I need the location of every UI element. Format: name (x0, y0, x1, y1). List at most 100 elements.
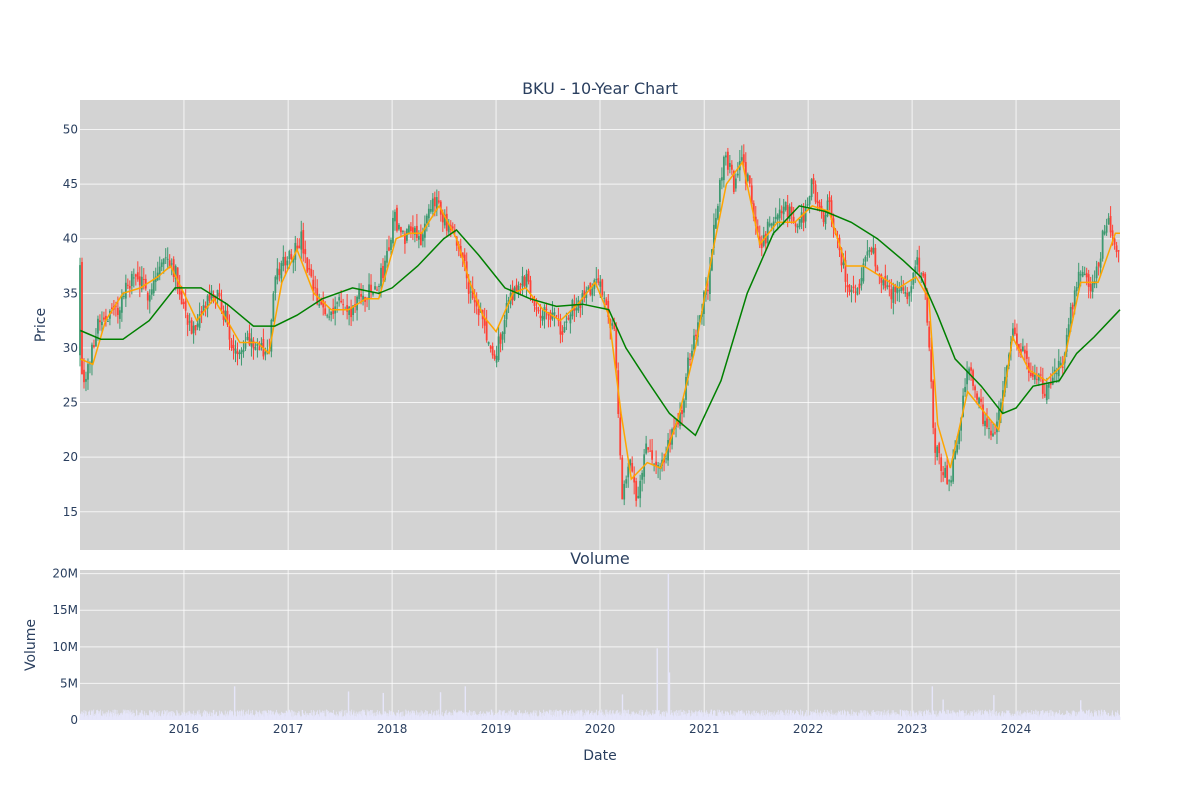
volume-bar (890, 712, 892, 720)
volume-bar (397, 713, 399, 720)
volume-bar (256, 713, 258, 720)
volume-bar (575, 711, 577, 720)
candle-up (132, 277, 135, 279)
volume-bar (309, 712, 311, 720)
volume-bar (1067, 712, 1069, 720)
volume-bar (823, 712, 825, 720)
volume-bar (228, 714, 230, 720)
volume-bar (153, 711, 154, 720)
volume-bar (138, 714, 140, 720)
volume-bar (339, 712, 341, 720)
volume-bar (241, 709, 243, 720)
volume-bar (981, 709, 983, 720)
candle-down (852, 286, 855, 289)
volume-bar (245, 711, 247, 720)
volume-bar (291, 716, 293, 720)
volume-bar (408, 710, 410, 720)
volume-bar (835, 715, 837, 720)
volume-bar (949, 713, 951, 720)
volume-bar (639, 715, 641, 720)
volume-bar (237, 710, 239, 720)
volume-bar (714, 710, 716, 720)
volume-bar (706, 710, 707, 720)
candle-up (348, 306, 351, 315)
candle-up (447, 223, 450, 233)
volume-bar (887, 714, 889, 720)
candle-down (138, 276, 141, 286)
volume-bar (1024, 713, 1026, 720)
candle-up (1069, 307, 1072, 324)
volume-bar (1019, 711, 1021, 720)
volume-bar (1109, 716, 1111, 720)
candle-down (99, 320, 101, 323)
volume-bar (883, 709, 885, 720)
volume-bar (90, 714, 92, 720)
volume-bar (514, 715, 516, 720)
volume-bar (449, 715, 451, 720)
volume-bar (266, 712, 268, 720)
volume-bar (395, 715, 396, 720)
volume-bar (830, 714, 832, 720)
volume-bar (917, 716, 919, 720)
volume-bar (121, 713, 123, 720)
candle-down (888, 285, 891, 288)
volume-bar (933, 714, 935, 720)
volume-bar (299, 714, 301, 720)
volume-bar (960, 711, 962, 720)
volume-bar (436, 710, 438, 720)
volume-bar (743, 714, 745, 720)
volume-bar (495, 714, 497, 720)
volume-bar (462, 714, 464, 720)
volume-bar (347, 712, 349, 720)
volume-bar (285, 712, 287, 720)
volume-bar (1089, 712, 1091, 720)
volume-bar (194, 716, 195, 720)
volume-bar (479, 711, 481, 720)
volume-bar (264, 710, 265, 720)
volume-bar (674, 712, 676, 720)
volume-bar (926, 710, 928, 720)
volume-bar (775, 714, 776, 720)
candle-down (559, 321, 562, 335)
volume-bar (910, 716, 912, 720)
candle-up (569, 314, 572, 324)
volume-bar (290, 711, 292, 720)
volume-bar (503, 710, 505, 720)
volume-bar (1114, 716, 1116, 720)
volume-bar (980, 714, 982, 720)
volume-bar (810, 710, 812, 720)
volume-bar (455, 712, 457, 720)
volume-bar (145, 716, 146, 720)
volume-bar (595, 712, 596, 720)
volume-bar (195, 715, 197, 720)
volume-bar (851, 715, 853, 720)
volume-bar (1104, 711, 1106, 720)
volume-bar (137, 716, 139, 720)
volume-bar (190, 716, 192, 720)
volume-bar (618, 715, 620, 720)
volume-bar (681, 712, 682, 720)
volume-bar (1010, 715, 1012, 720)
price-y-axis-label: Price (33, 308, 49, 342)
volume-bar (1004, 714, 1006, 720)
volume-bar (983, 715, 985, 720)
volume-bar (893, 712, 895, 720)
candle-down (360, 293, 362, 297)
volume-bar (269, 714, 271, 720)
volume-bar (424, 712, 425, 720)
volume-bar (841, 711, 843, 720)
volume-bar (420, 710, 422, 720)
volume-bar (131, 713, 133, 720)
volume-bar (212, 716, 214, 720)
volume-bar (886, 710, 888, 720)
volume-bar (322, 710, 324, 720)
candle-down (870, 248, 873, 253)
candle-down (750, 185, 753, 205)
volume-bar (159, 715, 161, 720)
candle-up (87, 364, 89, 380)
volume-bar (682, 714, 684, 720)
volume-bar (197, 711, 199, 720)
volume-bar (932, 710, 934, 720)
candle-down (226, 310, 229, 325)
volume-bar (1092, 713, 1094, 720)
